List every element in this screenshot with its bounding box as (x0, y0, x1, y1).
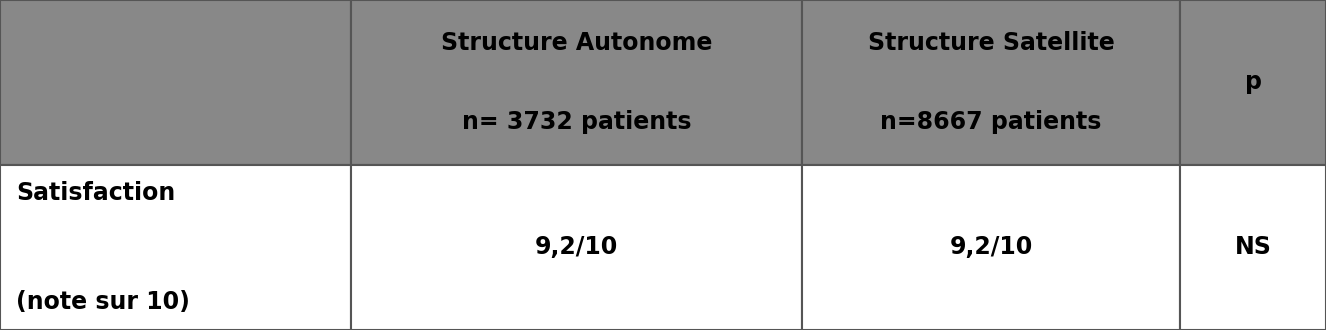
Bar (802, 165, 1180, 330)
Bar (0, 0, 351, 165)
Text: Structure Autonome

n= 3732 patients: Structure Autonome n= 3732 patients (442, 31, 712, 134)
Bar (351, 165, 802, 330)
Text: NS: NS (1235, 236, 1272, 259)
Bar (1180, 165, 1326, 330)
Text: p: p (1245, 71, 1261, 94)
Bar (0, 165, 351, 330)
Bar (1180, 0, 1326, 165)
Text: Structure Satellite

n=8667 patients: Structure Satellite n=8667 patients (867, 31, 1115, 134)
Bar (351, 0, 802, 165)
Text: 9,2/10: 9,2/10 (536, 236, 618, 259)
Text: Satisfaction: Satisfaction (16, 182, 175, 206)
Text: 9,2/10: 9,2/10 (949, 236, 1033, 259)
Text: (note sur 10): (note sur 10) (16, 289, 190, 314)
Bar (802, 0, 1180, 165)
